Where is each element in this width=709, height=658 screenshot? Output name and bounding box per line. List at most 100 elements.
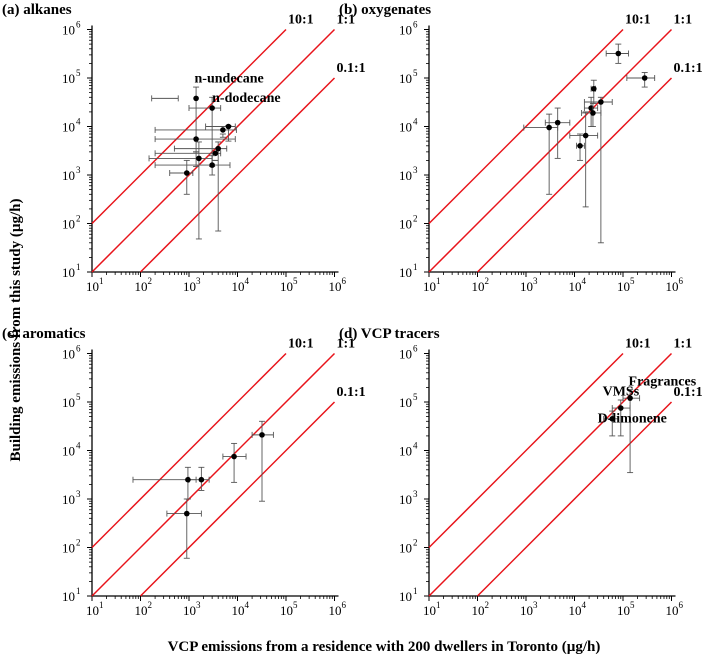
vcp-tracers-data-point (617, 405, 624, 411)
vcp-tracers-ratio-line-1-1 (428, 352, 673, 597)
vcp-tracers-x-tick-label: 10 (569, 603, 582, 618)
oxygenates-x-tick-exponent: 1 (436, 276, 441, 286)
vcp-tracers-ratio-line-0-1-1 (476, 401, 673, 597)
oxygenates-x-tick-exponent: 4 (582, 276, 587, 286)
vcp-tracers-ratio-label: 0.1:1 (674, 385, 703, 400)
oxygenates-data-point (598, 99, 604, 105)
y-axis-label: Building emissions from this study (µg/h… (8, 198, 24, 461)
vcp-tracers-x-tick-exponent: 2 (485, 600, 490, 610)
vcp-tracers-x-tick-exponent: 5 (630, 600, 635, 610)
alkanes-annotation: n-undecane (195, 72, 264, 87)
aromatics-data-point (198, 476, 205, 483)
oxygenates-ratio-label: 10:1 (625, 13, 651, 28)
oxygenates-y-tick-exponent: 1 (413, 262, 418, 272)
vcp-tracers-y-tick-exponent: 6 (413, 344, 418, 354)
alkanes-x-tick-label: 10 (232, 279, 245, 294)
alkanes-data-point (225, 123, 232, 130)
oxygenates-title: (b) oxygenates (339, 2, 431, 18)
oxygenates-ratio-line-1-1 (428, 28, 673, 273)
oxygenates-x-tick-exponent: 5 (630, 276, 635, 286)
oxygenates-x-tick-label: 10 (617, 279, 630, 294)
vcp-tracers-annotation: Fragrances (629, 374, 697, 389)
aromatics-x-tick-label: 10 (329, 603, 342, 618)
alkanes-ratio-line-0-1-1 (139, 77, 336, 273)
alkanes-data-point (193, 95, 199, 102)
vcp-tracers-ratio-label: 1:1 (674, 337, 693, 352)
alkanes-data-point (196, 155, 202, 162)
oxygenates-y-tick-label: 10 (399, 168, 412, 183)
oxygenates-data-point (554, 119, 561, 126)
alkanes-data-point (220, 127, 226, 133)
aromatics-y-tick-label: 10 (62, 347, 75, 362)
oxygenates-x-tick-label: 10 (472, 279, 485, 294)
aromatics-y-tick-label: 10 (62, 492, 75, 507)
vcp-tracers-data-point (609, 416, 616, 422)
aromatics-x-tick-exponent: 1 (99, 600, 104, 610)
oxygenates-y-tick-label: 10 (399, 265, 412, 280)
aromatics-y-tick-exponent: 4 (76, 441, 81, 451)
alkanes-data-point (212, 150, 219, 157)
aromatics-ratio-line-10-1 (91, 352, 287, 549)
aromatics-x-tick-exponent: 6 (342, 600, 347, 610)
alkanes-x-tick-label: 10 (329, 279, 342, 294)
oxygenates-ratio-line-0-1-1 (476, 77, 673, 273)
alkanes-ratio-label: 10:1 (288, 13, 314, 28)
oxygenates-ratio-label: 1:1 (674, 13, 693, 28)
alkanes-y-tick-label: 10 (62, 120, 75, 135)
oxygenates-data-point (590, 110, 596, 116)
oxygenates-data-point (546, 124, 552, 131)
aromatics-data-point (183, 510, 190, 517)
alkanes-x-tick-exponent: 5 (293, 276, 298, 286)
oxygenates-x-tick-label: 10 (569, 279, 582, 294)
vcp-tracers-x-tick-label: 10 (520, 603, 533, 618)
aromatics-x-tick-label: 10 (232, 603, 245, 618)
oxygenates-data-point (582, 132, 589, 139)
aromatics-y-tick-exponent: 2 (76, 538, 81, 548)
oxygenates-ratio-line-10-1 (428, 28, 624, 225)
vcp-tracers-y-tick-label: 10 (399, 492, 412, 507)
alkanes-x-tick-label: 10 (280, 279, 293, 294)
oxygenates-y-tick-exponent: 4 (413, 117, 418, 127)
vcp-tracers-annotation: VMSs (603, 385, 640, 400)
vcp-tracers-x-tick-label: 10 (423, 603, 436, 618)
alkanes-annotation: n-dodecane (212, 91, 280, 106)
aromatics-ratio-label: 0.1:1 (337, 385, 366, 400)
alkanes-y-tick-label: 10 (62, 265, 75, 280)
aromatics-ratio-label: 1:1 (337, 337, 356, 352)
vcp-tracers-x-tick-exponent: 3 (533, 600, 538, 610)
alkanes-ratio-label: 0.1:1 (337, 61, 366, 76)
vcp-tracers-annotation: D-limonene (598, 411, 667, 426)
vcp-tracers-y-tick-exponent: 5 (413, 392, 418, 402)
aromatics-ratio-label: 10:1 (288, 337, 314, 352)
alkanes-data-point (193, 136, 199, 142)
vcp-tracers-x-tick-label: 10 (666, 603, 679, 618)
oxygenates-data-point (577, 143, 583, 149)
oxygenates-data-point (641, 75, 648, 81)
alkanes-title: (a) alkanes (2, 2, 72, 18)
aromatics-data-point (259, 432, 265, 438)
alkanes-data-point (209, 105, 215, 111)
alkanes-x-tick-exponent: 4 (245, 276, 250, 286)
vcp-tracers-x-tick-exponent: 6 (679, 600, 684, 610)
aromatics-data-point (185, 476, 191, 483)
vcp-tracers-y-tick-label: 10 (399, 347, 412, 362)
alkanes-y-tick-label: 10 (62, 23, 75, 38)
vcp-tracers-y-tick-exponent: 1 (413, 586, 418, 596)
aromatics-ratio-line-1-1 (91, 352, 336, 597)
alkanes-y-tick-exponent: 3 (76, 165, 81, 175)
alkanes-y-tick-label: 10 (62, 168, 75, 183)
aromatics-x-tick-exponent: 4 (245, 600, 250, 610)
alkanes-y-tick-label: 10 (62, 217, 75, 232)
oxygenates-data-point (615, 50, 622, 57)
oxygenates-x-tick-exponent: 6 (679, 276, 684, 286)
oxygenates-x-tick-label: 10 (423, 279, 436, 294)
aromatics-x-tick-exponent: 5 (293, 600, 298, 610)
aromatics-data-point (231, 453, 237, 460)
vcp-tracers-y-tick-exponent: 3 (413, 489, 418, 499)
vcp-tracers-y-tick-exponent: 4 (413, 441, 418, 451)
aromatics-x-tick-label: 10 (86, 603, 99, 618)
vcp-tracers-title: (d) VCP tracers (339, 326, 440, 342)
